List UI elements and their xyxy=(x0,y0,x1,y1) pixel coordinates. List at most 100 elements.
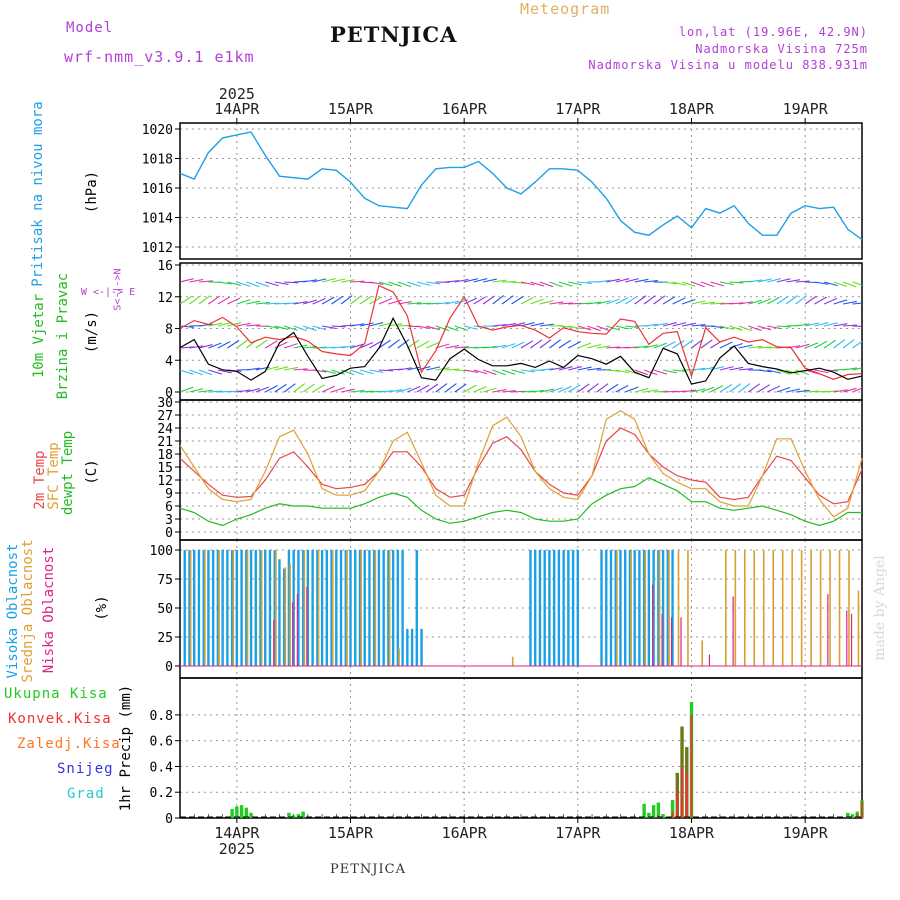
wind-arrow xyxy=(350,280,365,283)
cloud-bar xyxy=(249,550,253,666)
sfc-temp-line xyxy=(179,409,863,518)
wind-arrow xyxy=(426,281,441,285)
cloud-bar xyxy=(850,613,853,666)
wind-arrow xyxy=(359,369,374,375)
top-date-label: 14APR xyxy=(214,100,260,118)
wind-arrow xyxy=(378,281,393,287)
cloud-bar xyxy=(668,550,670,666)
wind-arrow xyxy=(492,389,507,393)
cloud-bar xyxy=(670,617,673,666)
bottom-year-label: 2025 xyxy=(219,840,255,858)
wind-arrow xyxy=(625,325,640,329)
cloud-bar xyxy=(644,550,647,666)
cloud-bar xyxy=(772,550,775,666)
cloud-bar xyxy=(339,550,343,666)
cloud-bar xyxy=(661,613,663,666)
wind-arrow xyxy=(785,295,798,305)
wind-arrow xyxy=(681,389,696,393)
wind-arrow xyxy=(312,325,327,331)
wind-arrow xyxy=(265,366,279,371)
cloud-bar xyxy=(372,550,376,666)
wind-arrow xyxy=(302,299,317,305)
wind-arrow xyxy=(473,369,488,375)
cloud-bar xyxy=(218,550,220,666)
cloud-bar xyxy=(762,550,765,666)
wind-arrow xyxy=(255,386,270,393)
wind-arrow xyxy=(520,281,535,286)
cloud-bar xyxy=(306,587,308,666)
y-tick-label: 6 xyxy=(165,500,173,515)
cloud-bar xyxy=(633,550,636,666)
wind-arrow xyxy=(482,278,497,283)
cloud-bar xyxy=(226,550,229,666)
wind-arrow xyxy=(331,369,346,375)
wind-arrow xyxy=(776,325,791,328)
wind-arrow xyxy=(757,325,772,331)
temp2m-line xyxy=(179,427,863,505)
cloud-bar xyxy=(240,550,243,666)
wind-arrow xyxy=(426,366,441,371)
wind-arrow xyxy=(861,347,862,348)
wind-arrow xyxy=(539,323,554,327)
wind-arrow xyxy=(767,385,781,393)
wind-arrow xyxy=(284,366,299,371)
cloud-bar xyxy=(278,559,281,666)
wind-arrow xyxy=(482,295,495,305)
wind-arrow xyxy=(606,278,621,283)
precip-bar xyxy=(656,802,661,818)
cloud-bar xyxy=(401,550,404,666)
wind-arrow xyxy=(340,345,355,349)
wind-arrow xyxy=(672,369,687,373)
wind-arrow xyxy=(852,340,862,349)
cloud-bar xyxy=(605,550,608,666)
pressure-line xyxy=(179,131,863,241)
wind-arrow xyxy=(549,366,564,371)
wind-arrow xyxy=(407,339,420,349)
wind-arrow xyxy=(340,369,355,376)
wind-arrow xyxy=(634,369,649,376)
wind-arrow xyxy=(606,369,621,372)
cloud-bar xyxy=(652,550,655,666)
wind-arrow xyxy=(293,301,308,305)
wind-arrow xyxy=(738,325,753,332)
cloud-bar xyxy=(349,550,352,666)
wind-arrow xyxy=(672,281,687,286)
wind-arrow xyxy=(624,296,638,305)
wind-arrow xyxy=(833,299,848,305)
wind-arrow xyxy=(672,340,685,349)
wind-arrow xyxy=(662,322,677,327)
cloud-bar xyxy=(415,550,419,666)
wind-arrow xyxy=(644,389,659,393)
wind-arrow xyxy=(795,280,810,283)
wind-arrow xyxy=(350,295,363,305)
wind-arrow xyxy=(606,325,620,331)
altitude-label: Nadmorska Visina 725m xyxy=(695,42,868,56)
wind-arrow xyxy=(568,281,583,286)
lonlat-label: lon,lat (19.96E, 42.9N) xyxy=(678,25,868,39)
wind-arrow xyxy=(577,383,590,393)
wind-arrow xyxy=(189,388,204,393)
top-date-label: 19APR xyxy=(783,100,829,118)
wind-arrow xyxy=(833,389,848,393)
wind-arrow xyxy=(180,278,194,283)
wind-arrow xyxy=(445,300,460,305)
y-tick-label: 0.6 xyxy=(150,735,173,750)
footer-station: PETNJICA xyxy=(330,862,406,877)
y-tick-label: 0.8 xyxy=(150,709,173,724)
cloud-bar xyxy=(701,640,703,666)
wind-arrow xyxy=(605,383,619,393)
cloud-bar xyxy=(221,550,224,666)
cloud-bar xyxy=(652,584,654,666)
cloud-bar xyxy=(396,550,400,666)
cloud-bar xyxy=(548,550,551,666)
wind-arrow xyxy=(321,385,336,393)
wind-arrow xyxy=(795,369,810,376)
cloud-bar xyxy=(410,628,414,666)
cloud-bar xyxy=(680,617,682,666)
wind-arrow xyxy=(407,366,422,371)
cloud-bar xyxy=(216,550,220,666)
wind-arrow xyxy=(691,339,703,349)
y-tick-label: 4 xyxy=(165,354,173,369)
cloud-bar xyxy=(296,594,299,666)
cloud-bar xyxy=(289,563,291,666)
